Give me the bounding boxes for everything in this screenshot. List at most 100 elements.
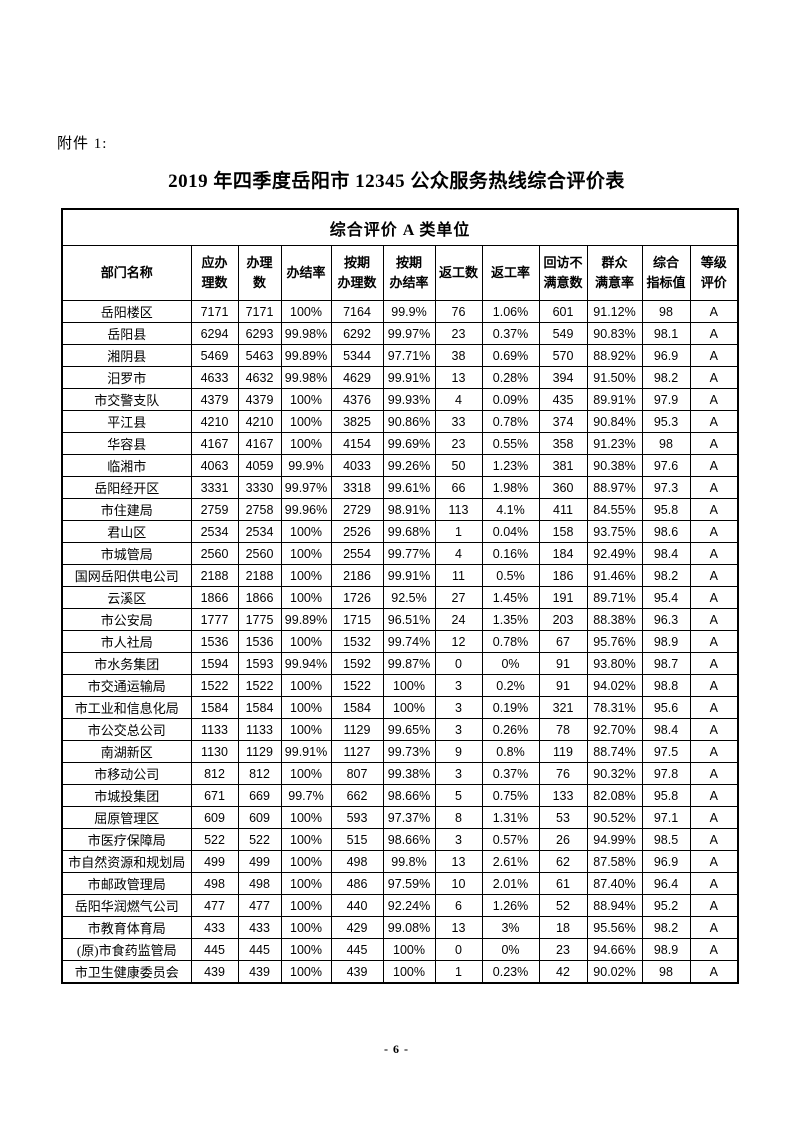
table-row: 市工业和信息化局 1584 1584 100% 1584 100% 3 0.19% 321 78.…: [61, 696, 739, 719]
value-cell: 99.68%: [382, 520, 436, 543]
value-cell: A: [689, 762, 739, 785]
value-cell: 99.91%: [382, 366, 436, 389]
value-cell: 2.01%: [481, 872, 540, 895]
value-cell: 98.2: [641, 916, 691, 939]
department-name-cell: 平江县: [61, 410, 192, 433]
value-cell: 98.66%: [382, 828, 436, 851]
value-cell: 99.94%: [280, 652, 332, 675]
value-cell: 601: [538, 300, 588, 323]
value-cell: 2729: [330, 498, 384, 521]
department-name-cell: 云溪区: [61, 586, 192, 609]
value-cell: 435: [538, 388, 588, 411]
value-cell: 570: [538, 344, 588, 367]
table-row: 岳阳楼区 7171 7171 100% 7164 99.9% 76 1.06% 601 91.12…: [61, 300, 739, 323]
table-body: 岳阳楼区 7171 7171 100% 7164 99.9% 76 1.06% 601 91.12…: [61, 300, 739, 984]
value-cell: 4376: [330, 388, 384, 411]
value-cell: 0.55%: [481, 432, 540, 455]
value-cell: 1715: [330, 608, 384, 631]
value-cell: 99.8%: [382, 850, 436, 873]
value-cell: A: [689, 784, 739, 807]
department-name-cell: 市交警支队: [61, 388, 192, 411]
value-cell: 3: [434, 828, 483, 851]
value-cell: 100%: [280, 916, 332, 939]
value-cell: 477: [190, 894, 239, 917]
column-header: 等级 评价: [689, 245, 739, 301]
value-cell: 94.02%: [586, 674, 643, 697]
value-cell: 0.69%: [481, 344, 540, 367]
value-cell: 439: [190, 960, 239, 984]
value-cell: 499: [190, 850, 239, 873]
column-header: 按期 办结率: [382, 245, 436, 301]
value-cell: 97.1: [641, 806, 691, 829]
value-cell: 2534: [237, 520, 282, 543]
value-cell: A: [689, 388, 739, 411]
value-cell: 445: [237, 938, 282, 961]
column-header: 办结率: [280, 245, 332, 301]
value-cell: 2534: [190, 520, 239, 543]
department-name-cell: 市自然资源和规划局: [61, 850, 192, 873]
department-name-cell: 市水务集团: [61, 652, 192, 675]
value-cell: 6294: [190, 322, 239, 345]
value-cell: 18: [538, 916, 588, 939]
department-name-cell: 市人社局: [61, 630, 192, 653]
value-cell: 4379: [190, 388, 239, 411]
table-row: 市医疗保障局 522 522 100% 515 98.66% 3 0.57% 26 94.99% 9…: [61, 828, 739, 851]
value-cell: 4167: [237, 432, 282, 455]
department-name-cell: 市医疗保障局: [61, 828, 192, 851]
value-cell: 394: [538, 366, 588, 389]
value-cell: 100%: [280, 564, 332, 587]
value-cell: 99.98%: [280, 366, 332, 389]
value-cell: 3: [434, 696, 483, 719]
value-cell: 87.58%: [586, 850, 643, 873]
department-name-cell: 国网岳阳供电公司: [61, 564, 192, 587]
value-cell: 52: [538, 894, 588, 917]
value-cell: 2759: [190, 498, 239, 521]
department-name-cell: (原)市食药监管局: [61, 938, 192, 961]
value-cell: 1522: [190, 674, 239, 697]
value-cell: 99.38%: [382, 762, 436, 785]
value-cell: 99.93%: [382, 388, 436, 411]
value-cell: 0.78%: [481, 630, 540, 653]
value-cell: 76: [538, 762, 588, 785]
value-cell: 98.2: [641, 564, 691, 587]
table-row: 南湖新区 1130 1129 99.91% 1127 99.73% 9 0.8% 119 88.7…: [61, 740, 739, 763]
department-name-cell: 市交通运输局: [61, 674, 192, 697]
value-cell: 486: [330, 872, 384, 895]
table-row: 市交警支队 4379 4379 100% 4376 99.93% 4 0.09% 435 89.9…: [61, 388, 739, 411]
department-name-cell: 市公交总公司: [61, 718, 192, 741]
column-header: 综合 指标值: [641, 245, 691, 301]
table-row: 市水务集团 1594 1593 99.94% 1592 99.87% 0 0% 91 93.80%…: [61, 652, 739, 675]
value-cell: 1584: [190, 696, 239, 719]
value-cell: A: [689, 476, 739, 499]
value-cell: A: [689, 916, 739, 939]
value-cell: 1593: [237, 652, 282, 675]
value-cell: 5469: [190, 344, 239, 367]
value-cell: 0.8%: [481, 740, 540, 763]
table-row: 市公交总公司 1133 1133 100% 1129 99.65% 3 0.26% 78 92.7…: [61, 718, 739, 741]
value-cell: 1594: [190, 652, 239, 675]
value-cell: A: [689, 828, 739, 851]
value-cell: 99.77%: [382, 542, 436, 565]
value-cell: 33: [434, 410, 483, 433]
value-cell: 78: [538, 718, 588, 741]
value-cell: 807: [330, 762, 384, 785]
department-name-cell: 岳阳经开区: [61, 476, 192, 499]
value-cell: 669: [237, 784, 282, 807]
value-cell: 2186: [330, 564, 384, 587]
value-cell: 0.78%: [481, 410, 540, 433]
department-name-cell: 湘阴县: [61, 344, 192, 367]
value-cell: 92.24%: [382, 894, 436, 917]
value-cell: 100%: [280, 938, 332, 961]
value-cell: 90.86%: [382, 410, 436, 433]
value-cell: 96.9: [641, 344, 691, 367]
value-cell: 2554: [330, 542, 384, 565]
value-cell: 88.97%: [586, 476, 643, 499]
table-row: 云溪区 1866 1866 100% 1726 92.5% 27 1.45% 191 89.71%…: [61, 586, 739, 609]
value-cell: 99.73%: [382, 740, 436, 763]
value-cell: 100%: [280, 960, 332, 984]
value-cell: 100%: [280, 432, 332, 455]
value-cell: 2526: [330, 520, 384, 543]
value-cell: 99.89%: [280, 608, 332, 631]
value-cell: 100%: [280, 762, 332, 785]
department-name-cell: 市移动公司: [61, 762, 192, 785]
